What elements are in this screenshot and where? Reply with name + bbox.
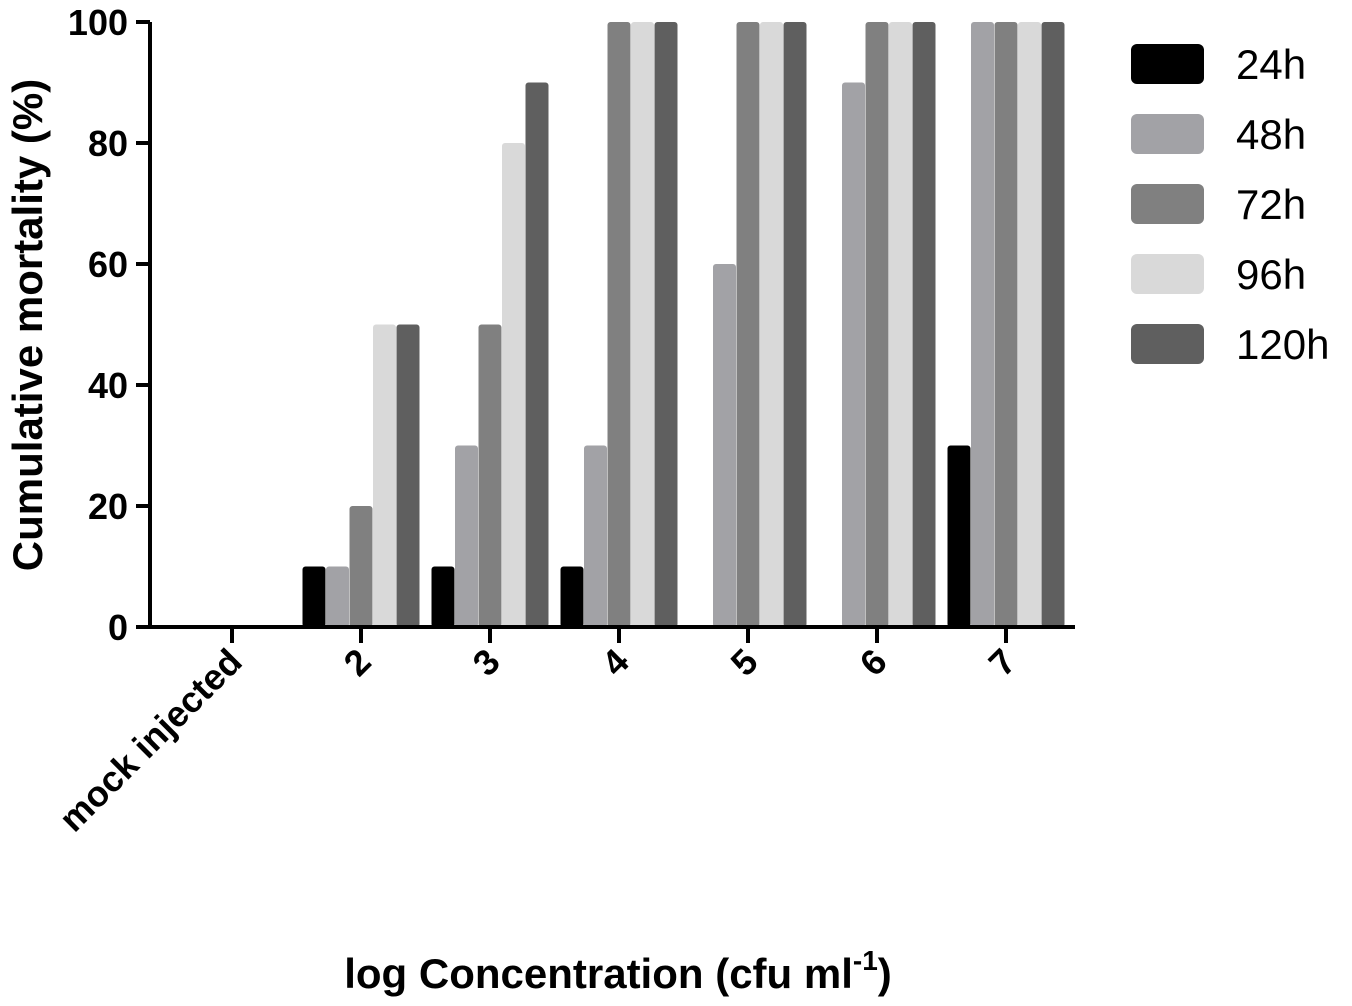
bar-72h-3 — [478, 324, 502, 627]
bar-72h-5 — [736, 22, 760, 627]
legend-swatch-96h — [1131, 254, 1204, 294]
bar-48h-2 — [326, 566, 349, 627]
y-tick-label: 20 — [88, 486, 128, 527]
legend-swatch-48h — [1131, 114, 1204, 154]
bar-24h-2 — [302, 566, 326, 627]
axes — [148, 22, 1075, 629]
bar-120h-7 — [1041, 22, 1065, 627]
y-tick-label: 60 — [88, 244, 128, 285]
x-axis-title-main: log Concentration (cfu ml — [344, 950, 853, 997]
bar-48h-4 — [584, 445, 607, 627]
bar-48h-7 — [971, 22, 994, 627]
bar-72h-6 — [865, 22, 889, 627]
x-ticks: mock injected 2 3 4 5 6 7 — [51, 627, 1024, 839]
y-axis-title: Cumulative mortality (%) — [4, 79, 51, 571]
y-ticks: 0 20 40 60 80 100 — [68, 2, 150, 648]
bar-48h-3 — [455, 445, 478, 627]
legend-swatch-72h — [1131, 184, 1204, 224]
bar-24h-7 — [947, 445, 971, 627]
bar-120h-3 — [525, 82, 549, 627]
bar-72h-4 — [607, 22, 631, 627]
x-tick-label: 2 — [336, 641, 379, 684]
bar-120h-4 — [654, 22, 678, 627]
bar-120h-6 — [912, 22, 936, 627]
bars — [302, 22, 1065, 627]
y-tick-label: 0 — [108, 607, 128, 648]
bar-48h-6 — [842, 82, 865, 627]
bar-96h-3 — [502, 143, 525, 627]
x-axis-title: log Concentration (cfu ml-1) — [344, 945, 892, 997]
bar-120h-5 — [783, 22, 807, 627]
x-tick-label: mock injected — [51, 641, 250, 840]
y-tick-label: 40 — [88, 365, 128, 406]
bar-72h-7 — [994, 22, 1018, 627]
x-axis-title-superscript: -1 — [853, 945, 878, 976]
legend-label-96h: 96h — [1236, 251, 1306, 298]
bar-24h-4 — [560, 566, 584, 627]
bar-24h-3 — [431, 566, 455, 627]
bar-96h-6 — [889, 22, 912, 627]
bar-48h-5 — [713, 264, 736, 627]
x-tick-label: 5 — [723, 641, 766, 684]
bar-96h-4 — [631, 22, 654, 627]
legend-label-120h: 120h — [1236, 321, 1329, 368]
legend-label-24h: 24h — [1236, 41, 1306, 88]
x-tick-label: 4 — [594, 641, 637, 684]
legend: 24h 48h 72h 96h 120h — [1131, 41, 1329, 368]
bar-120h-2 — [396, 324, 420, 627]
bar-72h-2 — [349, 506, 373, 627]
bar-96h-7 — [1018, 22, 1041, 627]
x-tick-label: 7 — [981, 641, 1024, 684]
x-tick-label: 3 — [465, 641, 508, 684]
x-tick-label: 6 — [852, 641, 895, 684]
legend-swatch-120h — [1131, 324, 1204, 364]
bar-96h-2 — [373, 324, 396, 627]
y-tick-label: 80 — [88, 123, 128, 164]
x-axis-title-suffix: ) — [878, 950, 892, 997]
legend-swatch-24h — [1131, 44, 1204, 84]
legend-label-48h: 48h — [1236, 111, 1306, 158]
bar-96h-5 — [760, 22, 783, 627]
legend-label-72h: 72h — [1236, 181, 1306, 228]
y-tick-label: 100 — [68, 2, 128, 43]
